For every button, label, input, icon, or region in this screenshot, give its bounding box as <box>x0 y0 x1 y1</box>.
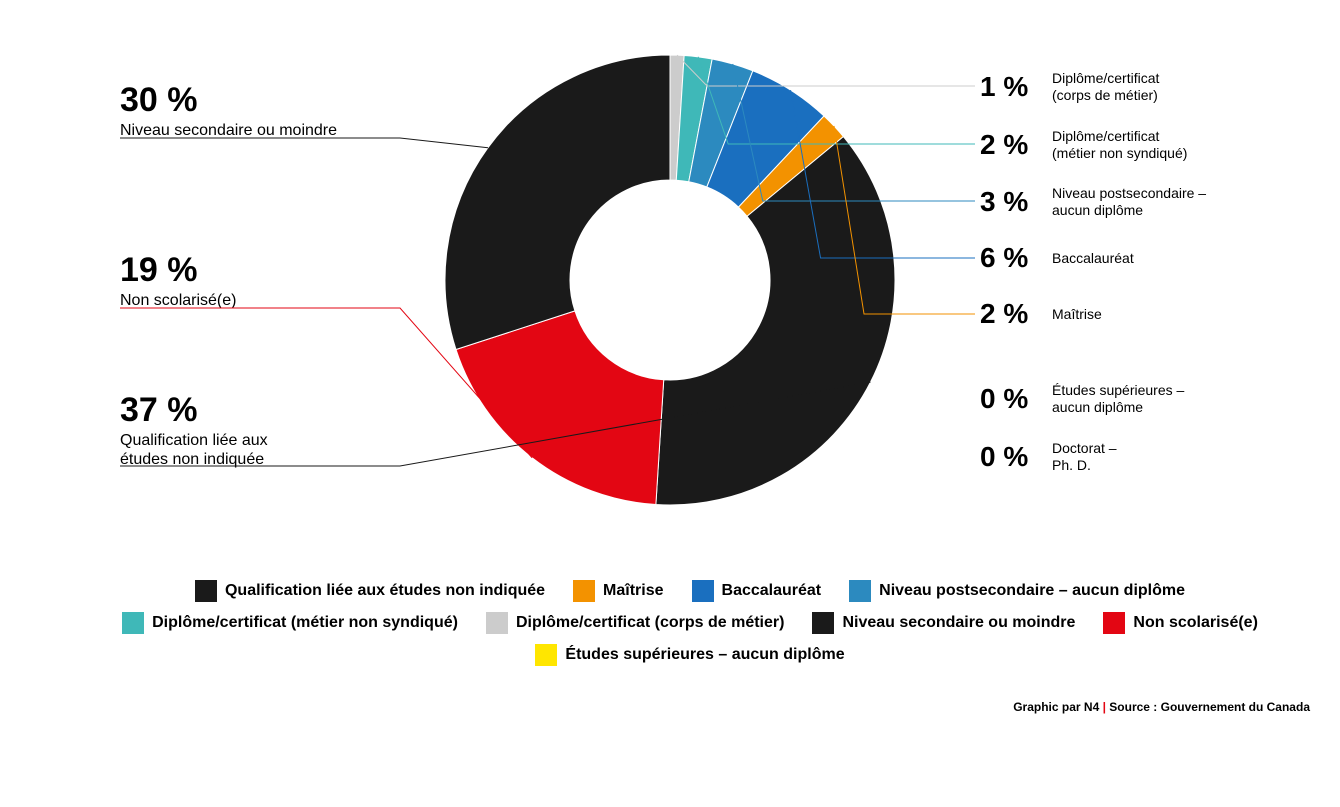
attribution-separator: | <box>1099 700 1109 714</box>
legend-item: Diplôme/certificat (corps de métier) <box>486 612 785 634</box>
right-label-txt: Diplôme/certificat(corps de métier) <box>1052 70 1159 104</box>
legend-label: Non scolarisé(e) <box>1133 614 1257 632</box>
left-label-txt: Niveau secondaire ou moindre <box>120 121 420 140</box>
slice-non_scolarise <box>456 311 664 505</box>
chart-attribution: Graphic par N4 | Source : Gouvernement d… <box>1013 700 1310 714</box>
left-label-pct: 19 % <box>120 250 420 291</box>
right-label-txt: Diplôme/certificat(métier non syndiqué) <box>1052 128 1187 162</box>
legend-label: Baccalauréat <box>722 582 822 600</box>
donut-chart-container: 30 %Niveau secondaire ou moindre19 %Non … <box>20 20 1320 670</box>
right-label-etudes_sup: 0 % Études supérieures –aucun diplôme <box>980 382 1184 416</box>
right-label-pct: 3 % <box>980 186 1040 218</box>
legend-label: Études supérieures – aucun diplôme <box>565 646 844 664</box>
right-label-txt: Doctorat –Ph. D. <box>1052 440 1117 474</box>
legend-swatch <box>812 612 834 634</box>
legend-swatch <box>486 612 508 634</box>
legend-swatch <box>195 580 217 602</box>
legend-swatch <box>122 612 144 634</box>
legend-swatch <box>573 580 595 602</box>
right-label-doctorat: 0 % Doctorat –Ph. D. <box>980 440 1117 474</box>
legend-item: Baccalauréat <box>692 580 822 602</box>
right-label-corps_metier: 1 % Diplôme/certificat(corps de métier) <box>980 70 1159 104</box>
right-label-baccalaureat: 6 % Baccalauréat <box>980 242 1134 274</box>
right-label-pct: 2 % <box>980 298 1040 330</box>
legend-swatch <box>849 580 871 602</box>
legend-swatch <box>692 580 714 602</box>
legend-item: Maîtrise <box>573 580 663 602</box>
legend-swatch <box>535 644 557 666</box>
right-label-txt: Niveau postsecondaire –aucun diplôme <box>1052 185 1206 219</box>
attribution-suffix: Source : Gouvernement du Canada <box>1109 700 1310 714</box>
chart-legend: Qualification liée aux études non indiqu… <box>60 580 1320 666</box>
legend-label: Diplôme/certificat (corps de métier) <box>516 614 785 632</box>
right-label-maitrise: 2 % Maîtrise <box>980 298 1102 330</box>
left-label-pct: 37 % <box>120 390 420 431</box>
left-label-non_scolarise: 19 %Non scolarisé(e) <box>120 250 420 310</box>
legend-item: Niveau postsecondaire – aucun diplôme <box>849 580 1185 602</box>
left-label-secondaire: 30 %Niveau secondaire ou moindre <box>120 80 420 140</box>
right-label-txt: Maîtrise <box>1052 306 1102 323</box>
legend-label: Niveau secondaire ou moindre <box>842 614 1075 632</box>
legend-label: Diplôme/certificat (métier non syndiqué) <box>152 614 458 632</box>
slice-secondaire <box>445 55 670 350</box>
left-label-non_indiquee: 37 %Qualification liée auxétudes non ind… <box>120 390 420 469</box>
right-label-txt: Études supérieures –aucun diplôme <box>1052 382 1184 416</box>
donut-chart <box>440 50 900 510</box>
right-label-postsecondaire: 3 % Niveau postsecondaire –aucun diplôme <box>980 185 1206 219</box>
legend-label: Maîtrise <box>603 582 663 600</box>
left-label-txt: Qualification liée auxétudes non indiqué… <box>120 431 420 469</box>
legend-item: Qualification liée aux études non indiqu… <box>195 580 545 602</box>
legend-item: Non scolarisé(e) <box>1103 612 1257 634</box>
right-label-pct: 0 % <box>980 441 1040 473</box>
right-label-txt: Baccalauréat <box>1052 250 1134 267</box>
right-label-pct: 0 % <box>980 383 1040 415</box>
legend-item: Diplôme/certificat (métier non syndiqué) <box>122 612 458 634</box>
legend-label: Niveau postsecondaire – aucun diplôme <box>879 582 1185 600</box>
attribution-prefix: Graphic par N4 <box>1013 700 1099 714</box>
right-label-pct: 2 % <box>980 129 1040 161</box>
right-label-pct: 1 % <box>980 71 1040 103</box>
legend-label: Qualification liée aux études non indiqu… <box>225 582 545 600</box>
right-label-pct: 6 % <box>980 242 1040 274</box>
legend-item: Niveau secondaire ou moindre <box>812 612 1075 634</box>
legend-swatch <box>1103 612 1125 634</box>
right-label-metier_non_synd: 2 % Diplôme/certificat(métier non syndiqu… <box>980 128 1187 162</box>
left-label-txt: Non scolarisé(e) <box>120 291 420 310</box>
legend-item: Études supérieures – aucun diplôme <box>535 644 844 666</box>
left-label-pct: 30 % <box>120 80 420 121</box>
